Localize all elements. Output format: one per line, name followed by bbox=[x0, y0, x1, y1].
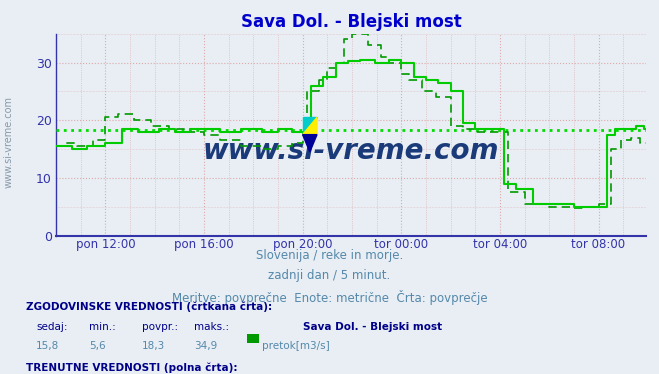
Text: maks.:: maks.: bbox=[194, 322, 229, 332]
Text: www.si-vreme.com: www.si-vreme.com bbox=[203, 137, 499, 165]
Text: 15,8: 15,8 bbox=[36, 341, 59, 352]
Text: pretok[m3/s]: pretok[m3/s] bbox=[262, 341, 330, 352]
Text: www.si-vreme.com: www.si-vreme.com bbox=[3, 96, 13, 188]
Polygon shape bbox=[302, 117, 317, 135]
Text: TRENUTNE VREDNOSTI (polna črta):: TRENUTNE VREDNOSTI (polna črta): bbox=[26, 362, 238, 373]
Text: zadnji dan / 5 minut.: zadnji dan / 5 minut. bbox=[268, 269, 391, 282]
Text: ZGODOVINSKE VREDNOSTI (črtkana črta):: ZGODOVINSKE VREDNOSTI (črtkana črta): bbox=[26, 301, 272, 312]
Text: povpr.:: povpr.: bbox=[142, 322, 178, 332]
Text: Meritve: povprečne  Enote: metrične  Črta: povprečje: Meritve: povprečne Enote: metrične Črta:… bbox=[172, 290, 487, 305]
Title: Sava Dol. - Blejski most: Sava Dol. - Blejski most bbox=[241, 13, 461, 31]
Text: min.:: min.: bbox=[89, 322, 116, 332]
Text: sedaj:: sedaj: bbox=[36, 322, 68, 332]
Text: 5,6: 5,6 bbox=[89, 341, 105, 352]
Polygon shape bbox=[302, 135, 317, 152]
Text: Sava Dol. - Blejski most: Sava Dol. - Blejski most bbox=[303, 322, 442, 332]
Text: 34,9: 34,9 bbox=[194, 341, 217, 352]
Text: 18,3: 18,3 bbox=[142, 341, 165, 352]
Text: Slovenija / reke in morje.: Slovenija / reke in morje. bbox=[256, 249, 403, 262]
Polygon shape bbox=[302, 117, 317, 135]
